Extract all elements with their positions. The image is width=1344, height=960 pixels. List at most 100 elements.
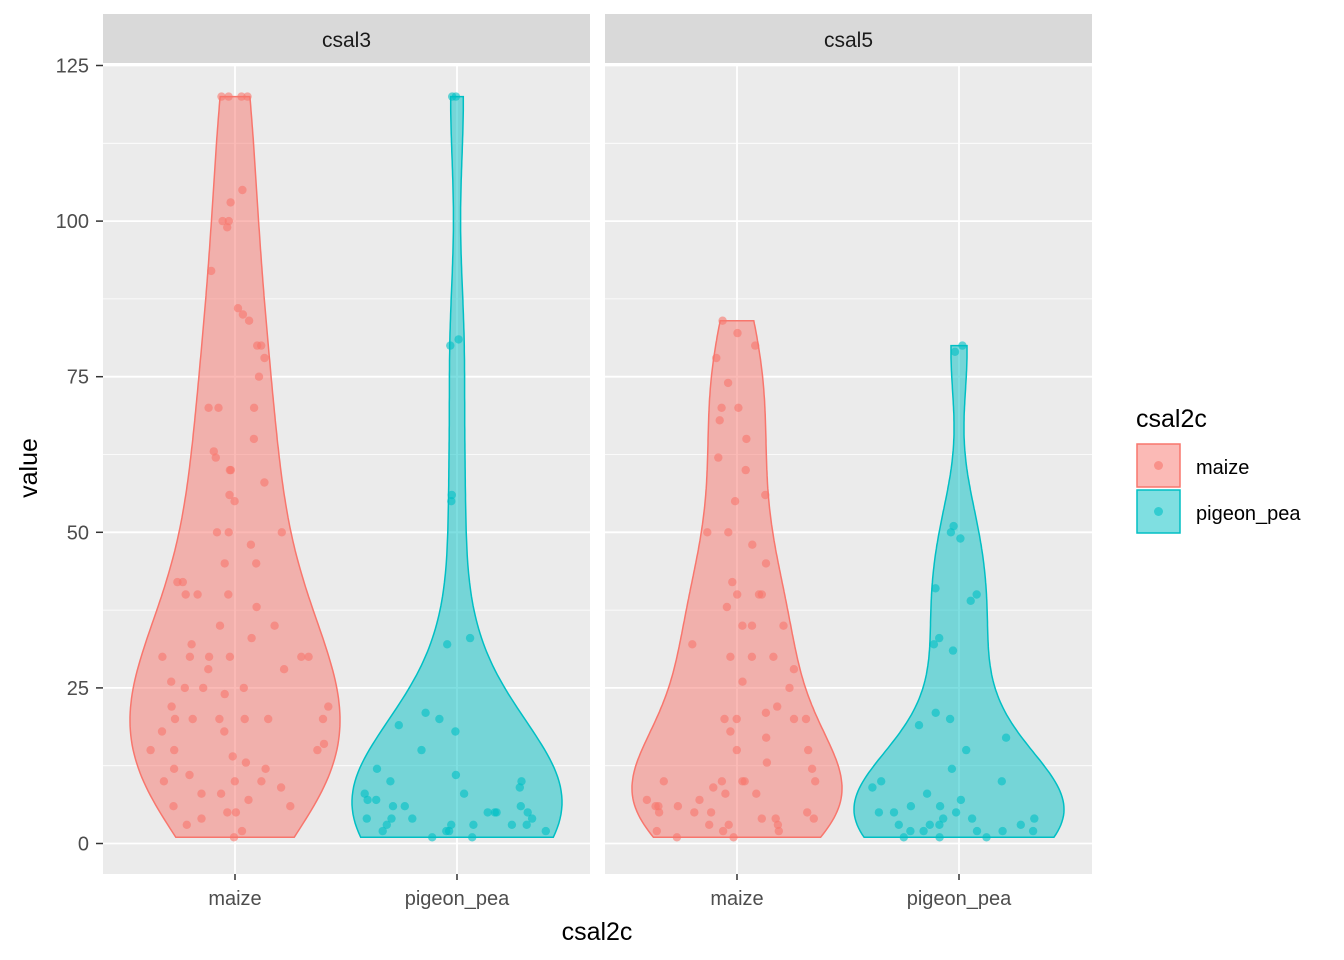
data-point — [642, 795, 652, 805]
data-point — [490, 808, 499, 817]
data-point — [238, 185, 247, 195]
data-point — [159, 777, 169, 786]
facet-panel-csal5: csal5 maize pigeon_pea — [605, 14, 1092, 910]
data-point — [182, 820, 191, 829]
data-point — [966, 596, 975, 605]
data-point — [469, 820, 478, 829]
data-point — [972, 826, 982, 836]
data-point — [718, 826, 728, 836]
data-point — [894, 820, 903, 829]
data-point — [726, 652, 735, 661]
y-tick-label: 100 — [56, 211, 89, 233]
facet-strip-csal5 — [605, 14, 1092, 63]
data-point — [935, 633, 944, 643]
data-point — [931, 584, 940, 593]
data-point — [218, 216, 227, 226]
data-point — [672, 833, 682, 842]
data-point — [935, 802, 945, 811]
data-point — [945, 714, 955, 724]
data-point — [185, 652, 195, 661]
data-point — [712, 353, 721, 363]
data-point — [230, 497, 239, 506]
data-point — [982, 833, 991, 842]
data-point — [761, 490, 770, 500]
data-point — [394, 721, 403, 730]
data-point — [318, 714, 328, 724]
data-point — [747, 652, 757, 661]
data-point — [762, 758, 772, 767]
data-point — [238, 310, 248, 319]
facet-strip-csal3 — [103, 14, 590, 63]
data-point — [734, 403, 743, 412]
data-point — [279, 665, 289, 674]
data-point — [297, 652, 306, 661]
data-point — [752, 789, 761, 798]
data-point — [220, 559, 229, 568]
data-point — [244, 795, 253, 805]
data-point — [188, 714, 197, 724]
data-point — [443, 640, 452, 649]
data-point — [313, 745, 322, 755]
data-point — [170, 745, 179, 755]
data-point — [237, 826, 247, 836]
data-point — [914, 721, 924, 730]
data-point — [738, 621, 747, 630]
data-point — [264, 714, 273, 724]
data-point — [197, 814, 206, 823]
data-point — [899, 833, 908, 842]
data-point — [949, 521, 958, 531]
data-point — [220, 689, 229, 699]
data-point — [919, 826, 928, 836]
data-point — [748, 540, 757, 549]
data-point — [408, 814, 417, 823]
data-point — [947, 764, 957, 773]
data-point — [252, 602, 261, 612]
data-point — [181, 590, 190, 599]
data-point — [231, 808, 241, 817]
legend-key-maize — [1136, 443, 1181, 488]
data-point — [715, 416, 724, 425]
data-point — [257, 777, 266, 786]
data-point — [459, 789, 469, 798]
data-point — [774, 826, 783, 836]
data-point — [717, 403, 726, 412]
data-point — [209, 447, 218, 456]
x-tick-label-maize: maize — [208, 888, 261, 910]
data-point — [261, 764, 270, 773]
data-point — [372, 795, 381, 805]
data-point — [167, 677, 176, 686]
data-point — [180, 683, 189, 693]
data-point — [249, 434, 259, 444]
data-point — [997, 777, 1006, 786]
legend-title: csal2c — [1136, 405, 1207, 433]
data-point — [444, 826, 454, 836]
data-point — [386, 777, 395, 786]
data-point — [804, 745, 813, 755]
data-point — [447, 820, 456, 829]
data-point — [382, 820, 391, 829]
data-point — [447, 490, 456, 500]
data-point — [757, 590, 766, 599]
data-point — [215, 714, 224, 724]
data-point — [226, 198, 235, 207]
data-point — [215, 621, 225, 630]
data-point — [789, 665, 799, 674]
data-point — [868, 783, 877, 792]
data-point — [169, 802, 178, 811]
data-point — [951, 808, 961, 817]
legend: csal2c maize pigeon_pea — [1136, 405, 1301, 534]
data-point — [239, 683, 248, 693]
data-point — [906, 826, 915, 836]
data-point — [167, 702, 176, 711]
data-point — [225, 652, 235, 661]
data-point — [761, 708, 771, 717]
data-point — [516, 802, 525, 811]
data-point — [270, 621, 279, 630]
data-point — [771, 814, 780, 823]
data-point — [417, 745, 426, 755]
data-point — [243, 92, 252, 101]
data-point — [690, 808, 699, 817]
data-point — [962, 745, 971, 755]
data-point — [695, 795, 704, 805]
data-point — [527, 814, 537, 823]
